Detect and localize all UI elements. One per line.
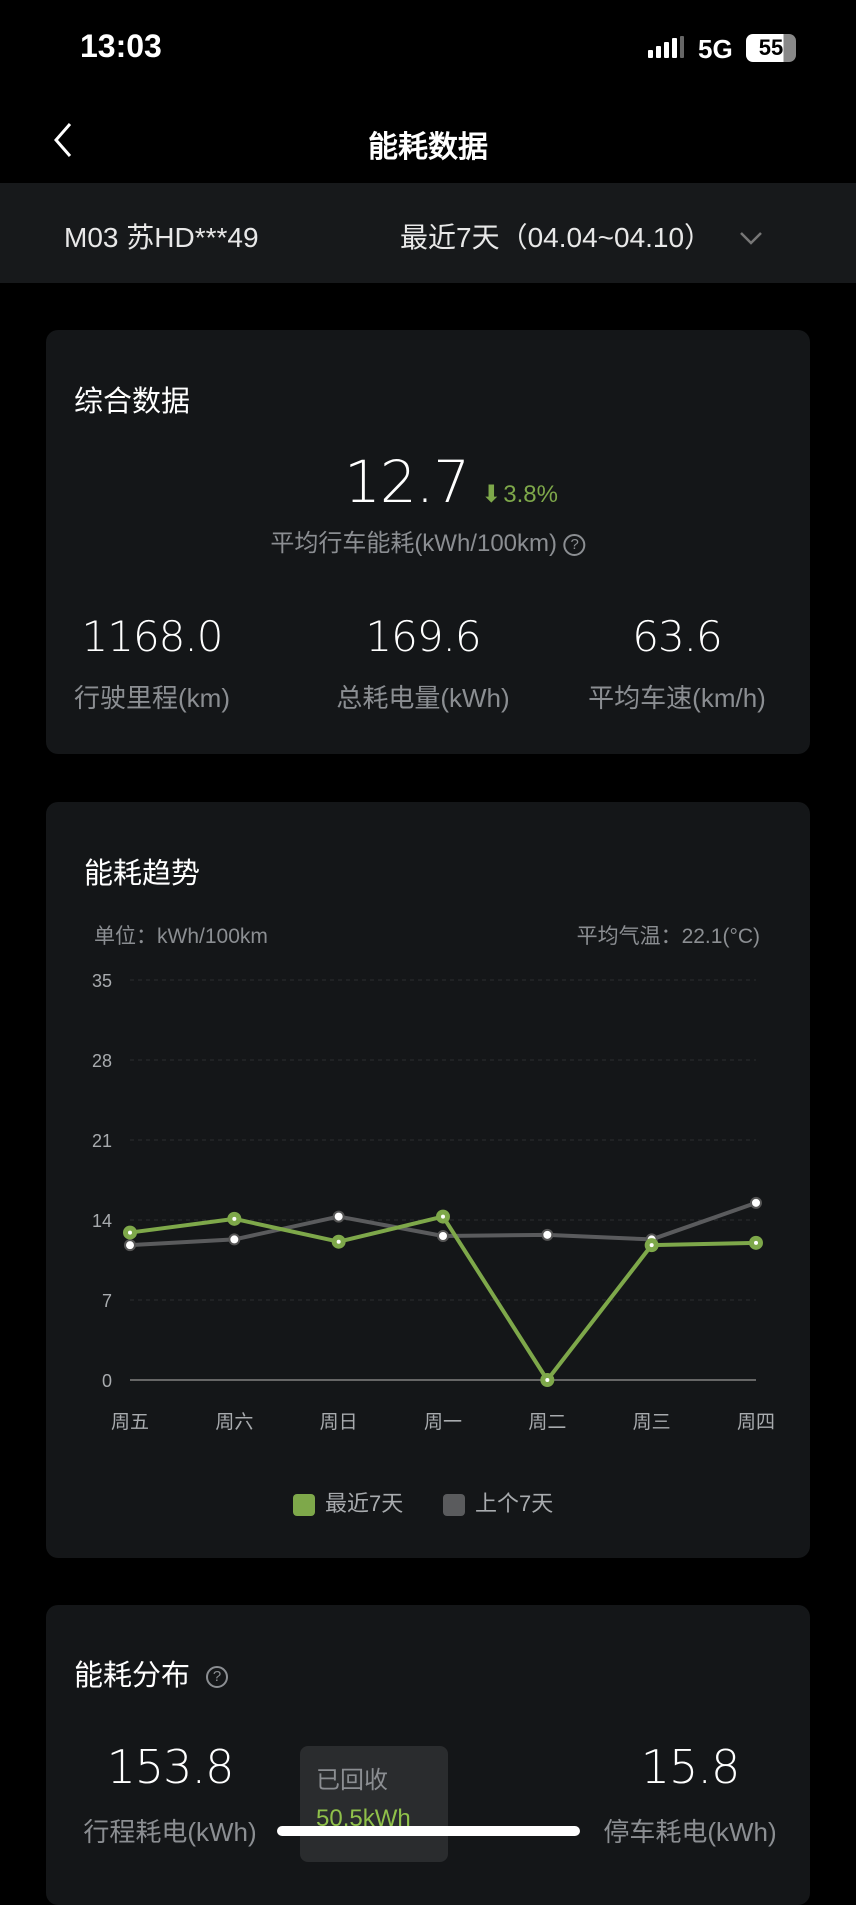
- parking-energy-label: 停车耗电(kWh): [603, 1817, 777, 1847]
- recovered-label: 已回收: [316, 1767, 388, 1794]
- x-tick-label: 周三: [633, 1411, 671, 1433]
- x-tick-label: 周四: [737, 1411, 775, 1433]
- page-title: 能耗数据: [368, 131, 488, 164]
- avg-consumption-value: 12.7: [344, 448, 470, 516]
- period-selector[interactable]: 最近7天（04.04~04.10）: [400, 216, 764, 256]
- distribution-title: 能耗分布 ?: [74, 1652, 229, 1694]
- y-tick-label: 21: [92, 1131, 112, 1151]
- data-point-center: [545, 1378, 550, 1382]
- x-tick-label: 周一: [424, 1411, 462, 1433]
- summary-card: [46, 330, 810, 754]
- legend-label-recent: 最近7天: [325, 1491, 404, 1516]
- legend-swatch-recent: [293, 1494, 315, 1517]
- data-point: [750, 1196, 762, 1209]
- avg-consumption-row: 12.7 ⬇ 3.8%: [344, 448, 558, 516]
- data-point-center: [649, 1243, 654, 1248]
- data-point-center: [232, 1216, 237, 1221]
- vehicle-selector[interactable]: M03 苏HD***49: [64, 222, 259, 253]
- legend-swatch-previous: [443, 1494, 465, 1517]
- chevron-down-icon: [739, 232, 762, 245]
- y-tick-label: 7: [102, 1291, 112, 1311]
- back-button[interactable]: [46, 118, 80, 162]
- stat-mileage-value: 1168.0: [81, 612, 224, 661]
- data-point: [541, 1228, 554, 1241]
- data-point-center: [336, 1239, 341, 1244]
- trip-energy-label: 行程耗电(kWh): [83, 1817, 257, 1847]
- stat-energy-label: 总耗电量(kWh): [336, 683, 510, 713]
- y-tick-label: 0: [102, 1371, 112, 1391]
- signal-icon: [648, 36, 688, 60]
- data-point-center: [754, 1240, 758, 1245]
- help-icon[interactable]: ?: [563, 533, 586, 556]
- data-point-center: [441, 1214, 445, 1219]
- y-tick-label: 28: [92, 1051, 112, 1071]
- distribution-title-text: 能耗分布: [74, 1660, 191, 1692]
- stat-speed-label: 平均车速(km/h): [588, 683, 766, 713]
- stat-mileage-label: 行驶里程(km): [74, 683, 230, 713]
- legend-item-previous[interactable]: 上个7天: [443, 1486, 553, 1518]
- y-tick-label: 14: [92, 1211, 112, 1231]
- recovered-tooltip: 已回收 50.5kWh: [300, 1746, 448, 1862]
- trend-title: 能耗趋势: [84, 858, 201, 890]
- parking-energy-value: 15.8: [640, 1740, 740, 1794]
- avg-consumption-label: 平均行车能耗(kWh/100km) ?: [270, 523, 586, 558]
- battery-level: 55: [758, 35, 784, 60]
- trend-unit: 单位：kWh/100km: [94, 925, 268, 948]
- help-icon[interactable]: ?: [206, 1666, 229, 1689]
- network-label: 5G: [698, 34, 733, 64]
- avg-label-text: 平均行车能耗(kWh/100km): [270, 530, 558, 557]
- legend-item-recent[interactable]: 最近7天: [293, 1486, 403, 1518]
- trend-temperature: 平均气温：22.1(°C): [576, 925, 760, 948]
- status-time: 13:03: [80, 28, 162, 64]
- arrow-down-icon: ⬇: [481, 481, 502, 508]
- data-point: [228, 1233, 241, 1246]
- stat-speed-value: 63.6: [632, 612, 723, 661]
- x-tick-label: 周五: [111, 1411, 149, 1433]
- vehicle-bar: [0, 183, 856, 283]
- x-tick-label: 周二: [528, 1411, 566, 1433]
- summary-title: 综合数据: [74, 386, 191, 418]
- change-indicator: ⬇ 3.8%: [481, 480, 558, 509]
- period-label: 最近7天（04.04~04.10）: [400, 222, 713, 253]
- trip-energy-value: 153.8: [106, 1740, 235, 1794]
- trend-chart: 0 7 14 21 28 35 周五 周六 周日 周一 周二 周三 周四: [92, 971, 775, 1433]
- chevron-left-icon: [54, 123, 72, 157]
- change-value: 3.8%: [503, 481, 558, 508]
- home-indicator[interactable]: [277, 1826, 580, 1836]
- stat-energy-value: 169.6: [365, 612, 481, 661]
- x-tick-label: 周六: [215, 1411, 253, 1433]
- y-tick-label: 35: [92, 971, 112, 991]
- data-point: [332, 1210, 345, 1223]
- data-point: [437, 1230, 449, 1242]
- battery-icon: 55: [746, 34, 796, 62]
- data-point: [124, 1239, 136, 1252]
- x-tick-label: 周日: [320, 1411, 358, 1433]
- trend-card: [46, 802, 810, 1558]
- legend-label-previous: 上个7天: [475, 1491, 554, 1516]
- data-point-center: [128, 1230, 132, 1235]
